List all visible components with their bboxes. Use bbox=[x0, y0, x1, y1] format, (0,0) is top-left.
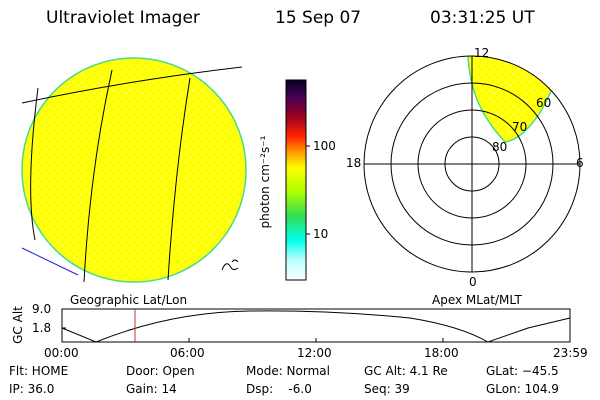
instrument-title: Ultraviolet Imager bbox=[46, 8, 200, 28]
altitude-ylabel: GC Alt bbox=[11, 306, 25, 344]
door-status: Door: Open bbox=[126, 364, 195, 378]
glat-status: GLat: −45.5 bbox=[486, 364, 559, 378]
mode-status: Mode: Normal bbox=[246, 364, 330, 378]
apex-caption: Apex MLat/MLT bbox=[432, 293, 522, 307]
uv-disk bbox=[21, 57, 247, 283]
altitude-xtick-label: 23:59 bbox=[553, 346, 588, 360]
seq-status: Seq: 39 bbox=[364, 382, 410, 396]
altitude-plot bbox=[61, 308, 571, 343]
coastline bbox=[21, 247, 79, 276]
colorbar-scale bbox=[285, 79, 307, 281]
mlt-label-top: 12 bbox=[474, 46, 490, 60]
colorbar-tick-label: 100 bbox=[313, 139, 336, 153]
altitude-ytick-label: 9.0 bbox=[32, 302, 52, 316]
coastline bbox=[221, 259, 239, 271]
altitude-xtick-label: 18:00 bbox=[424, 346, 459, 360]
mlat-label: 80 bbox=[492, 140, 508, 154]
ip-status: IP: 36.0 bbox=[9, 382, 55, 396]
mlt-label-bottom: 0 bbox=[469, 275, 477, 289]
mlat-label: 70 bbox=[512, 120, 528, 134]
gain-status: Gain: 14 bbox=[126, 382, 177, 396]
glon-status: GLon: 104.9 bbox=[486, 382, 559, 396]
colorbar-unit-label: photon cm⁻²s⁻¹ bbox=[258, 135, 272, 229]
altitude-ytick-label: 1.8 bbox=[32, 321, 52, 335]
mlt-label-right: 6 bbox=[576, 156, 584, 170]
dsp-status: Dsp: -6.0 bbox=[246, 382, 312, 396]
colorbar-tick-label: 10 bbox=[313, 227, 329, 241]
apex-polar-plot bbox=[363, 55, 581, 273]
longitude-line bbox=[167, 77, 191, 281]
longitude-line bbox=[30, 87, 39, 241]
flight-status: Flt: HOME bbox=[9, 364, 69, 378]
date-label: 15 Sep 07 bbox=[275, 8, 362, 28]
time-label: 03:31:25 UT bbox=[430, 8, 535, 28]
gc-alt-status: GC Alt: 4.1 Re bbox=[364, 364, 448, 378]
mlat-label: 60 bbox=[536, 96, 552, 110]
latitude-line bbox=[21, 66, 243, 104]
altitude-xtick-label: 12:00 bbox=[297, 346, 332, 360]
geographic-image bbox=[21, 57, 247, 283]
altitude-xtick-label: 06:00 bbox=[170, 346, 205, 360]
geographic-caption: Geographic Lat/Lon bbox=[70, 293, 188, 307]
mlt-label-left: 18 bbox=[346, 156, 362, 170]
colorbar bbox=[285, 79, 310, 281]
altitude-xtick-label: 00:00 bbox=[44, 346, 79, 360]
altitude-frame bbox=[61, 308, 571, 343]
longitude-line bbox=[83, 69, 113, 283]
altitude-curve bbox=[61, 310, 571, 343]
